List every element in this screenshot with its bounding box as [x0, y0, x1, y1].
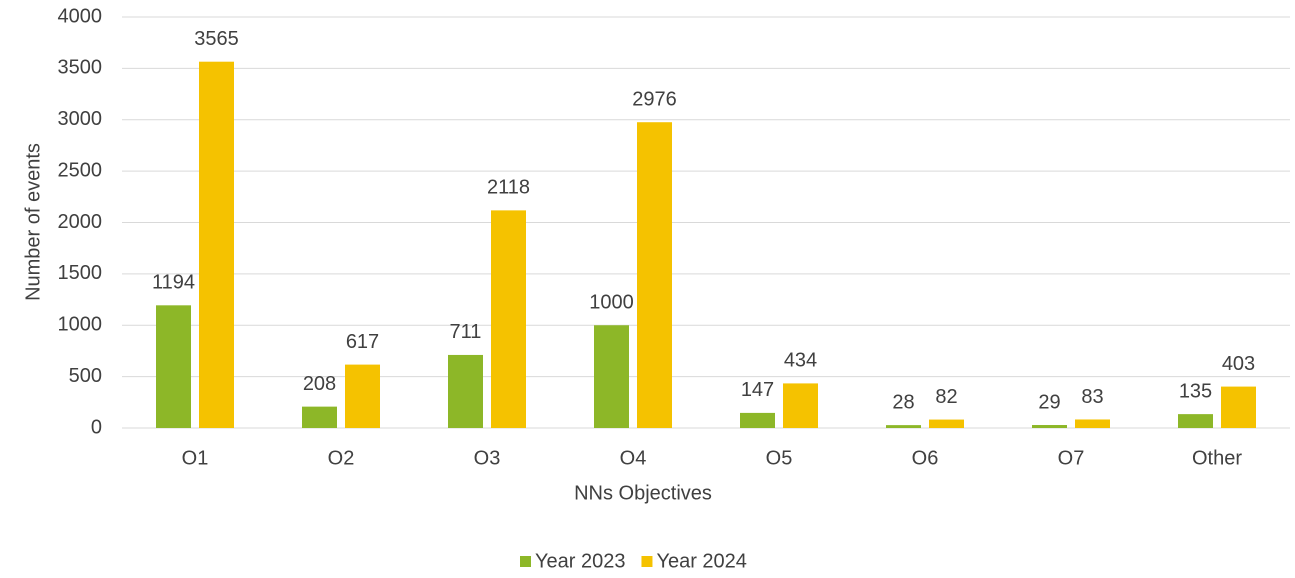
- data-label: 2976: [632, 88, 677, 110]
- bar: [448, 354, 483, 428]
- legend-swatch: [641, 556, 653, 567]
- x-tick-label: Other: [1192, 447, 1242, 469]
- bar: [1221, 386, 1256, 428]
- bar: [594, 325, 629, 428]
- bar: [156, 305, 191, 428]
- data-label: 711: [450, 321, 482, 343]
- y-tick-label: 500: [69, 365, 102, 387]
- data-label: 617: [346, 331, 379, 353]
- data-label: 3565: [194, 28, 239, 50]
- x-tick-label: O6: [912, 447, 939, 469]
- y-tick-label: 2500: [58, 159, 103, 181]
- y-tick-label: 4000: [58, 5, 103, 27]
- y-tick-label: 2000: [58, 211, 103, 233]
- bar: [929, 419, 964, 428]
- data-label: 135: [1179, 380, 1212, 402]
- bar: [1032, 425, 1067, 428]
- y-tick-label: 1000: [58, 314, 103, 336]
- y-tick-label: 3000: [58, 108, 103, 130]
- x-tick-label: O5: [766, 447, 793, 469]
- bar: [1178, 414, 1213, 428]
- y-axis-label: Number of events: [22, 143, 44, 301]
- data-label: 1194: [152, 272, 195, 294]
- data-label: 1000: [589, 292, 634, 314]
- bar: [302, 406, 337, 428]
- data-label: 403: [1222, 353, 1255, 375]
- data-label: 147: [741, 379, 774, 401]
- legend-swatch: [520, 556, 531, 567]
- data-label: 2118: [487, 177, 530, 199]
- bar: [1075, 419, 1110, 428]
- data-label: 83: [1081, 386, 1103, 408]
- data-label: 29: [1038, 391, 1060, 413]
- x-tick-label: O7: [1058, 447, 1085, 469]
- x-tick-label: O1: [182, 447, 209, 469]
- bar: [345, 364, 380, 428]
- data-label: 434: [784, 350, 817, 372]
- bar: [740, 412, 775, 428]
- x-tick-label: O3: [474, 447, 501, 469]
- legend-label: Year 2024: [656, 550, 746, 572]
- x-tick-label: O4: [620, 447, 647, 469]
- data-label: 208: [303, 373, 336, 395]
- legend-label: Year 2023: [535, 550, 625, 572]
- bar: [637, 122, 672, 428]
- y-tick-label: 1500: [58, 262, 103, 284]
- bar: [783, 383, 818, 428]
- bar: [491, 210, 526, 428]
- x-axis-label: NNs Objectives: [574, 482, 712, 504]
- y-tick-label: 0: [91, 416, 102, 438]
- bar: [199, 61, 234, 428]
- y-tick-label: 3500: [58, 57, 103, 79]
- data-label: 82: [935, 386, 957, 408]
- x-tick-label: O2: [328, 447, 355, 469]
- bar: [886, 425, 921, 428]
- data-label: 28: [892, 391, 914, 413]
